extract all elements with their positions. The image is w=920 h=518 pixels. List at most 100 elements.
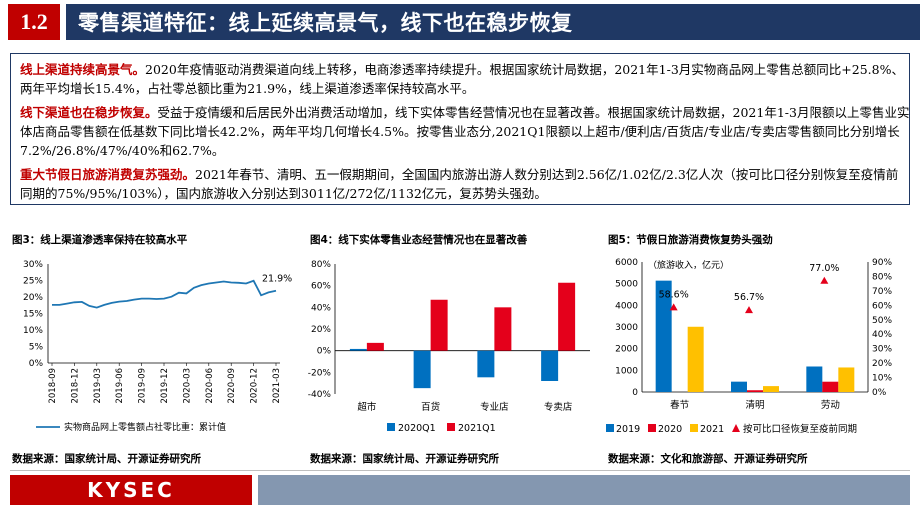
footer-bar [258, 475, 910, 505]
x-tick-label: 专业店 [480, 401, 509, 413]
x-tick-label: 专卖店 [544, 401, 573, 413]
legend-label: 2019 [616, 424, 640, 435]
y-tick-label: 6000 [615, 258, 638, 268]
figure-5-source: 数据来源：文化和旅游部、开源证券研究所 [608, 453, 808, 465]
x-tick-label: 2020-09 [227, 368, 237, 404]
y-tick-label: 4000 [615, 301, 638, 311]
data-label: 21.9% [262, 274, 292, 285]
x-tick-label: 春节 [670, 399, 689, 411]
x-tick-label: 2019-09 [138, 368, 148, 404]
y2-tick-label: 0% [872, 388, 887, 398]
legend-swatch [648, 424, 656, 432]
page-title: 零售渠道特征：线上延续高景气，线下也在稳步恢复 [66, 4, 920, 40]
legend-swatch [690, 424, 698, 432]
y-tick-label: 5000 [615, 280, 638, 290]
y-tick-label: -40% [308, 390, 332, 400]
y2-tick-label: 20% [872, 359, 892, 369]
y-tick-label: 0 [632, 388, 638, 398]
bar-2020 [747, 390, 763, 392]
x-tick-label: 2019-06 [115, 368, 125, 404]
header-bar: 1.2 零售渠道特征：线上延续高景气，线下也在稳步恢复 [0, 0, 920, 44]
y2-tick-label: 40% [872, 330, 892, 340]
recovery-marker [745, 306, 753, 314]
bar-2020Q1 [477, 350, 495, 378]
series-line [52, 279, 277, 309]
x-tick-label: 劳动 [821, 399, 840, 411]
y-tick-label: 0% [317, 347, 332, 357]
x-tick-label: 2018-12 [70, 368, 80, 404]
bar-2021 [687, 326, 704, 392]
legend-marker [732, 424, 740, 432]
legend-swatch [387, 423, 395, 431]
chart-online-penetration: 0% 5% 10% 15% 20% 25% 30% 2018-09 2018-12 2019-03… [23, 260, 292, 433]
bar-2021Q1 [558, 282, 576, 351]
bar-2020Q1 [413, 350, 431, 389]
kysec-logo: KYSEC [10, 475, 252, 505]
paragraph-text: 受益于疫情缓和后居民外出消费活动增加，线下实体零售经营情况也在显著改善。根据国家… [20, 105, 910, 158]
y2-tick-label: 60% [872, 301, 892, 311]
unit-label: （旅游收入，亿元） [648, 259, 729, 271]
y-tick-label: 20% [23, 293, 43, 303]
summary-box [10, 53, 910, 205]
y-tick-label: 20% [311, 325, 331, 335]
legend-label: 2021Q1 [458, 423, 496, 434]
figure-5-title: 图5：节假日旅游消费恢复势头强劲 [608, 234, 773, 246]
chart-holiday-tourism: 0 1000 2000 3000 4000 5000 6000 0% 10% 20% 30% 40% 5… [606, 258, 892, 435]
y2-tick-label: 90% [872, 258, 892, 268]
y-tick-label: 80% [311, 260, 331, 270]
y-tick-label: 0% [29, 359, 44, 369]
paragraph-tourism: 重大节假日旅游消费复苏强劲。2021年春节、清明、五一假期期间，全国国内旅游出游… [20, 165, 910, 203]
y-tick-label: 15% [23, 310, 43, 320]
paragraph-highlight: 重大节假日旅游消费复苏强劲。 [20, 167, 196, 182]
y-tick-label: 60% [311, 282, 331, 292]
x-tick-label: 2020-06 [205, 368, 215, 404]
x-tick-label: 2021-03 [272, 368, 282, 404]
paragraph-text: 2020年疫情驱动消费渠道向线上转移，电商渗透率持续提升。根据国家统计局数据，2… [20, 62, 904, 96]
bar-2021Q1 [366, 342, 384, 351]
legend-swatch [606, 424, 614, 432]
y-tick-label: 30% [23, 260, 43, 270]
x-tick-label: 2018-09 [48, 368, 58, 404]
chart-offline-retail: -40% -20% 0% 20% 40% 60% 80% 超市 百货 专业店 专卖店 2020Q1 20… [308, 260, 590, 434]
legend-swatch [447, 423, 455, 431]
paragraph-offline: 线下渠道也在稳步恢复。受益于疫情缓和后居民外出消费活动增加，线下实体零售经营情况… [20, 103, 910, 160]
y-tick-label: 10% [23, 326, 43, 336]
y2-tick-label: 30% [872, 345, 892, 355]
figure-3-source: 数据来源：国家统计局、开源证券研究所 [12, 453, 201, 465]
section-number: 1.2 [8, 4, 60, 40]
paragraph-text: 2021年春节、清明、五一假期期间，全国国内旅游出游人数分别达到2.56亿/1.… [20, 167, 899, 201]
y2-tick-label: 80% [872, 272, 892, 282]
legend-label: 实物商品网上零售额占社零比重：累计值 [64, 421, 226, 433]
y-tick-label: 2000 [615, 345, 638, 355]
paragraph-online: 线上渠道持续高景气。2020年疫情驱动消费渠道向线上转移，电商渗透率持续提升。根… [20, 60, 910, 98]
figure-4-title: 图4：线下实体零售业态经营情况也在显著改善 [310, 234, 528, 246]
bar-2021Q1 [494, 307, 512, 351]
figure-4-source: 数据来源：国家统计局、开源证券研究所 [310, 453, 499, 465]
x-tick-label: 2019-03 [93, 368, 103, 404]
legend-label: 2020 [658, 424, 682, 435]
y-tick-label: 3000 [615, 323, 638, 333]
figure-3-title: 图3：线上渠道渗透率保持在较高水平 [12, 234, 188, 246]
legend-label: 2020Q1 [398, 423, 436, 434]
footer-divider [10, 470, 910, 471]
legend-label: 按可比口径恢复至疫前同期 [743, 423, 857, 435]
recovery-label: 58.6% [659, 289, 689, 300]
bar-2020Q1 [349, 348, 367, 351]
recovery-marker [669, 303, 678, 311]
y2-tick-label: 10% [872, 374, 892, 384]
recovery-label: 56.7% [734, 292, 764, 303]
y2-tick-label: 70% [872, 287, 892, 297]
bar-2021 [763, 386, 779, 392]
bar-2021Q1 [430, 299, 448, 351]
bar-2019 [731, 381, 747, 392]
bar-2020 [822, 381, 839, 392]
legend-label: 2021 [700, 424, 724, 435]
bar-2019 [655, 280, 672, 392]
y-tick-label: 25% [23, 277, 43, 287]
y-tick-label: 1000 [615, 366, 638, 376]
bar-2020Q1 [541, 350, 559, 381]
bar-2021 [838, 367, 855, 392]
y-tick-label: -20% [308, 368, 332, 378]
x-tick-label: 百货 [421, 401, 440, 413]
x-tick-label: 2020-03 [182, 368, 192, 404]
